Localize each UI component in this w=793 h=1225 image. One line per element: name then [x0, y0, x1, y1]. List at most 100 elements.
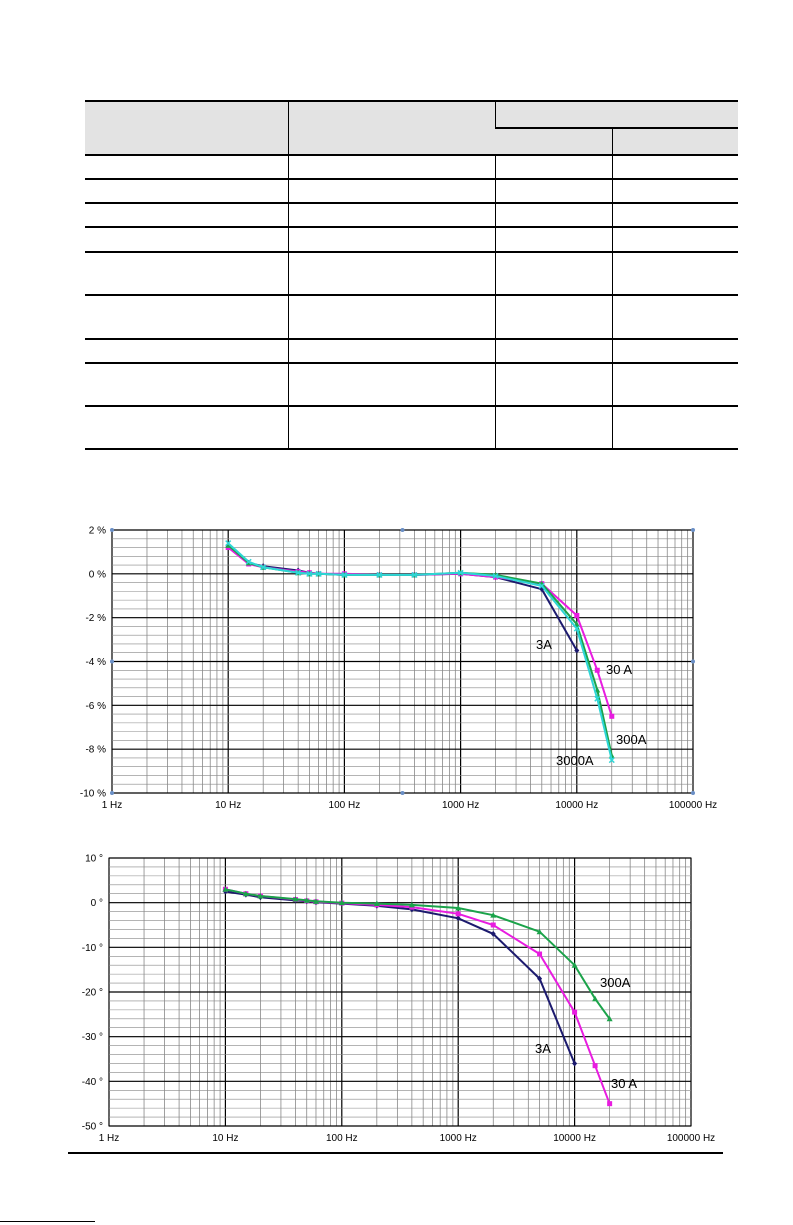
table-cell	[85, 294, 288, 340]
data-point	[592, 1063, 598, 1069]
series-annotation: 30 A	[606, 662, 632, 677]
table-row	[85, 337, 738, 364]
y-tick-label: 0 °	[91, 898, 103, 909]
table-cell	[494, 294, 612, 340]
table-cell	[287, 361, 495, 407]
table-cell	[611, 337, 738, 364]
table-cell	[287, 202, 495, 229]
table-cell	[494, 404, 612, 451]
table-cell	[611, 361, 738, 407]
grid	[108, 857, 692, 1127]
table-row	[85, 154, 738, 181]
table-header-cell	[494, 99, 738, 130]
phase-error-chart-svg: 10 ° 0 ° -10 ° -20 ° -30 ° -40 ° -50 °1 Hz 10 H…	[82, 854, 715, 1145]
y-tick-label: 0 %	[89, 569, 106, 580]
data-point	[537, 975, 543, 982]
table-cell	[287, 337, 495, 364]
x-tick-label: 1 Hz	[99, 1133, 120, 1144]
table-subheader-cell	[495, 127, 612, 157]
data-point	[574, 612, 580, 618]
data-point	[607, 1101, 613, 1107]
table-row	[85, 226, 738, 254]
x-tick-label: 100000 Hz	[669, 800, 717, 811]
table-header-row	[85, 99, 738, 157]
data-point	[594, 667, 600, 673]
table-row	[85, 404, 738, 451]
data-point	[573, 625, 580, 632]
table-cell	[494, 154, 612, 181]
data-point	[609, 713, 615, 719]
y-tick-label: -40 °	[82, 1077, 103, 1088]
frame-handle-marker	[691, 528, 695, 532]
x-tick-label: 100000 Hz	[667, 1133, 715, 1144]
series-annotation: 3A	[535, 1041, 551, 1056]
data-point	[292, 896, 299, 902]
frame-handle-marker	[691, 791, 695, 795]
data-point	[608, 757, 615, 764]
series-annotation: 3000A	[556, 753, 594, 768]
data-point	[312, 898, 319, 904]
data-point	[455, 905, 462, 911]
frame-handle-marker	[400, 528, 405, 532]
data-point	[408, 901, 415, 908]
table-row	[85, 202, 738, 229]
table-row	[85, 294, 738, 340]
data-point	[492, 572, 499, 580]
data-point	[594, 695, 601, 702]
x-tick-label: 10 Hz	[212, 1133, 238, 1144]
table-cell	[85, 251, 288, 297]
frame-handle-marker	[110, 528, 114, 532]
series-line	[227, 544, 613, 756]
data-point	[490, 922, 496, 928]
data-point	[490, 912, 497, 918]
data-point	[373, 900, 380, 907]
table-cell	[611, 294, 738, 340]
table-row	[85, 251, 738, 297]
y-tick-label: -10 °	[82, 943, 103, 954]
x-tick-label: 100 Hz	[326, 1133, 358, 1144]
y-tick-label: -8 %	[85, 745, 106, 756]
frame-handle-marker	[110, 791, 114, 795]
series-annotation: 3A	[536, 637, 552, 652]
data-point	[571, 962, 578, 968]
x-tick-label: 1 Hz	[102, 800, 123, 811]
table-cell	[287, 154, 495, 181]
data-point	[338, 899, 345, 906]
y-tick-label: -2 %	[85, 613, 106, 624]
frame-handle-marker	[691, 659, 695, 664]
series-3a	[222, 888, 578, 1067]
x-tick-label: 100 Hz	[329, 800, 361, 811]
table-subheader-cell	[611, 127, 738, 157]
data-point	[606, 1015, 613, 1022]
y-tick-label: -30 °	[82, 1032, 103, 1043]
x-tick-label: 10000 Hz	[555, 800, 598, 811]
y-tick-label: -4 %	[85, 657, 106, 668]
table-cell	[611, 226, 738, 254]
frame-handle-marker	[110, 659, 114, 664]
series-line	[225, 890, 576, 1064]
series-line	[227, 544, 578, 651]
amplitude-error-chart-svg: 2 % 0 % -2 % -4 % -6 % -8 % -10 %1 Hz 10 Hz 100 …	[80, 526, 717, 812]
table-cell	[287, 294, 495, 340]
table-cell	[611, 404, 738, 451]
data-point	[457, 569, 464, 576]
frame-handle-marker	[400, 791, 405, 795]
data-point	[537, 951, 543, 957]
series-annotation: 30 A	[611, 1076, 637, 1091]
series-3000a	[225, 540, 615, 764]
series-300a	[222, 886, 613, 1022]
y-tick-label: -20 °	[82, 988, 103, 999]
x-tick-label: 1000 Hz	[440, 1133, 477, 1144]
data-point	[295, 569, 302, 576]
data-point	[539, 586, 545, 593]
y-tick-label: -10 %	[80, 789, 106, 800]
table-subheader-row	[85, 127, 738, 157]
table-cell	[494, 202, 612, 229]
table-cell	[287, 226, 495, 254]
series-line	[227, 546, 613, 717]
table-cell	[611, 251, 738, 297]
data-point	[455, 911, 461, 917]
data-point	[376, 571, 383, 578]
spec-table	[85, 99, 738, 451]
table-cell	[287, 404, 495, 451]
